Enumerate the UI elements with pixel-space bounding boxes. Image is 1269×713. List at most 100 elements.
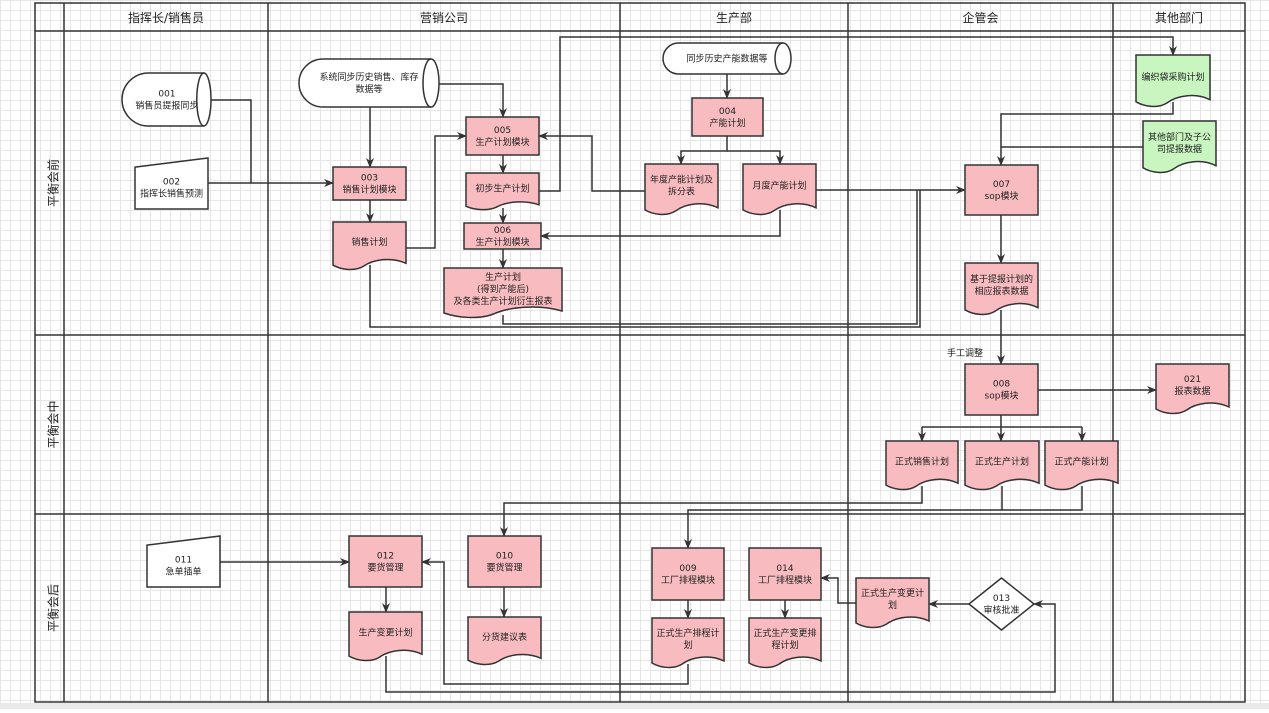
node-n013[interactable]: 013 审核批准 [967,577,1036,631]
node-label-line: 生产计划 [485,271,521,283]
node-formal-change-sched[interactable]: 正式生产变更排程计划 [748,617,822,669]
node-n012[interactable]: 012 要货管理 [348,535,423,588]
node-annual-cap[interactable]: 年度产能计划及拆分表 [644,163,719,216]
node-label-line: 021 [1184,375,1201,385]
node-formal-prod[interactable]: 正式生产计划 [964,440,1040,491]
node-formal-cap[interactable]: 正式产能计划 [1044,440,1119,491]
node-n004[interactable]: 004 产能计划 [691,97,764,137]
node-label-line: 正式生产排程计 [656,627,719,639]
node-label: 基于提报计划的相应报表数据 [970,273,1033,297]
node-label-line: 要货管理 [486,562,522,574]
node-label-line: 008 [993,380,1010,390]
node-label-line: 要货管理 [367,562,403,574]
node-label-line: 007 [993,180,1010,190]
node-n001[interactable]: 001 销售员提报同步 [121,72,212,127]
node-n010[interactable]: 010 要货管理 [467,535,542,588]
connectors [208,36,1177,693]
node-report-data[interactable]: 基于提报计划的相应报表数据 [964,262,1039,316]
node-n014[interactable]: 014 工厂排程模块 [748,547,822,601]
node-n021[interactable]: 021 报表数据 [1155,363,1230,415]
node-label-line: 审核批准 [983,604,1019,616]
connector-arrow [727,150,784,165]
node-label-line: 程计划 [771,639,798,651]
connector-arrow [820,574,856,604]
node-label: 021 报表数据 [1174,375,1210,397]
connector-arrow [539,36,1177,192]
node-n008[interactable]: 008 sop模块 [964,363,1039,416]
node-n009[interactable]: 009 工厂排程模块 [651,547,725,601]
node-label: 生产变更计划 [358,627,412,639]
node-prod-change[interactable]: 生产变更计划 [348,611,423,662]
node-label-line: 正式产能计划 [1054,456,1108,468]
node-label-line: 009 [679,564,696,574]
row-header: 平衡会后 [47,584,61,632]
node-label-line: 年度产能计划及 [650,173,713,185]
node-label: 正式生产变更排程计划 [753,627,816,651]
node-monthly-cap[interactable]: 月度产能计划 [742,163,817,216]
node-bag-purchase[interactable]: 编织袋采购计划 [1135,54,1211,108]
node-label-line: 初步生产计划 [475,183,529,195]
node-n007[interactable]: 007 sop模块 [964,164,1039,216]
node-formal-sales[interactable]: 正式销售计划 [885,440,959,491]
node-label-line: 正式生产计划 [975,456,1029,468]
node-label-line: 相应报表数据 [974,285,1028,297]
node-label-line: 司提报数据 [1157,143,1202,155]
connector-arrow [406,132,467,249]
column-header: 其他部门 [1155,10,1203,25]
connector-arrow [500,486,923,537]
node-label-line: 销售计划模块 [342,184,396,196]
node-label-line: 005 [494,126,511,136]
node-label-line: 014 [776,564,793,574]
node-label: 014 工厂排程模块 [758,564,812,586]
node-sync-sales[interactable]: 系统同步历史销售、库存数据等 [298,58,440,108]
manual-adjust-label: 手工调整 [947,347,983,359]
node-label: 销售计划 [351,236,387,248]
node-label: 013 审核批准 [983,594,1019,616]
node-label: 初步生产计划 [475,183,529,195]
node-label-line: 003 [361,174,378,184]
node-label-line: 010 [496,552,513,562]
node-n003[interactable]: 003 销售计划模块 [332,166,407,201]
node-label: 生产计划(得到产能后)及各类生产计划衍生报表 [453,271,552,307]
node-label-line: 正式生产变更排 [753,627,816,639]
connector-arrow [211,99,252,183]
node-n002[interactable]: 002 指挥长销售预测 [134,157,209,210]
bottom-strip [0,703,1269,709]
node-label-line: sop模块 [985,390,1019,402]
node-n006[interactable]: 006 生产计划模块 [463,222,542,250]
connector-arrow [684,486,1003,549]
node-label-line: 月度产能计划 [752,179,806,191]
node-label-line: (得到产能后) [477,283,529,295]
node-label: 011 急单插单 [165,556,201,578]
node-label: 010 要货管理 [486,552,522,574]
node-label-line: 基于提报计划的 [970,273,1033,285]
node-label-line: 划 [888,599,897,611]
node-formal-sched[interactable]: 正式生产排程计划 [651,617,725,669]
node-allocation[interactable]: 分货建议表 [467,616,542,666]
node-prod-plan[interactable]: 生产计划(得到产能后)及各类生产计划衍生报表 [443,267,563,319]
connector-arrow [540,210,781,240]
connector-arrow [997,102,1174,166]
node-label-line: 013 [993,594,1010,604]
node-label-line: 001 [158,90,175,100]
node-label: 正式销售计划 [895,456,949,468]
node-label-line: 拆分表 [668,185,695,197]
node-n005[interactable]: 005 生产计划模块 [465,116,540,156]
node-formal-change[interactable]: 正式生产变更计划 [855,577,930,629]
node-label-line: 其他部门及子公 [1148,131,1211,143]
node-label: 012 要货管理 [367,552,403,574]
node-other-depts[interactable]: 其他部门及子公司提报数据 [1142,120,1217,174]
node-label-line: 正式销售计划 [895,456,949,468]
node-sync-capacity[interactable]: 同步历史产能数据等 [662,42,792,75]
row-header: 平衡会中 [46,400,61,448]
node-prelim-plan[interactable]: 初步生产计划 [465,172,540,211]
node-label-line: 销售员提报同步 [135,100,198,112]
node-n011[interactable]: 011 急单插单 [146,535,221,588]
node-label-line: 正式生产变更计 [861,587,924,599]
node-sales-plan[interactable]: 销售计划 [332,221,407,271]
node-label-line: 同步历史产能数据等 [686,53,767,65]
pool-border [34,2,1246,703]
